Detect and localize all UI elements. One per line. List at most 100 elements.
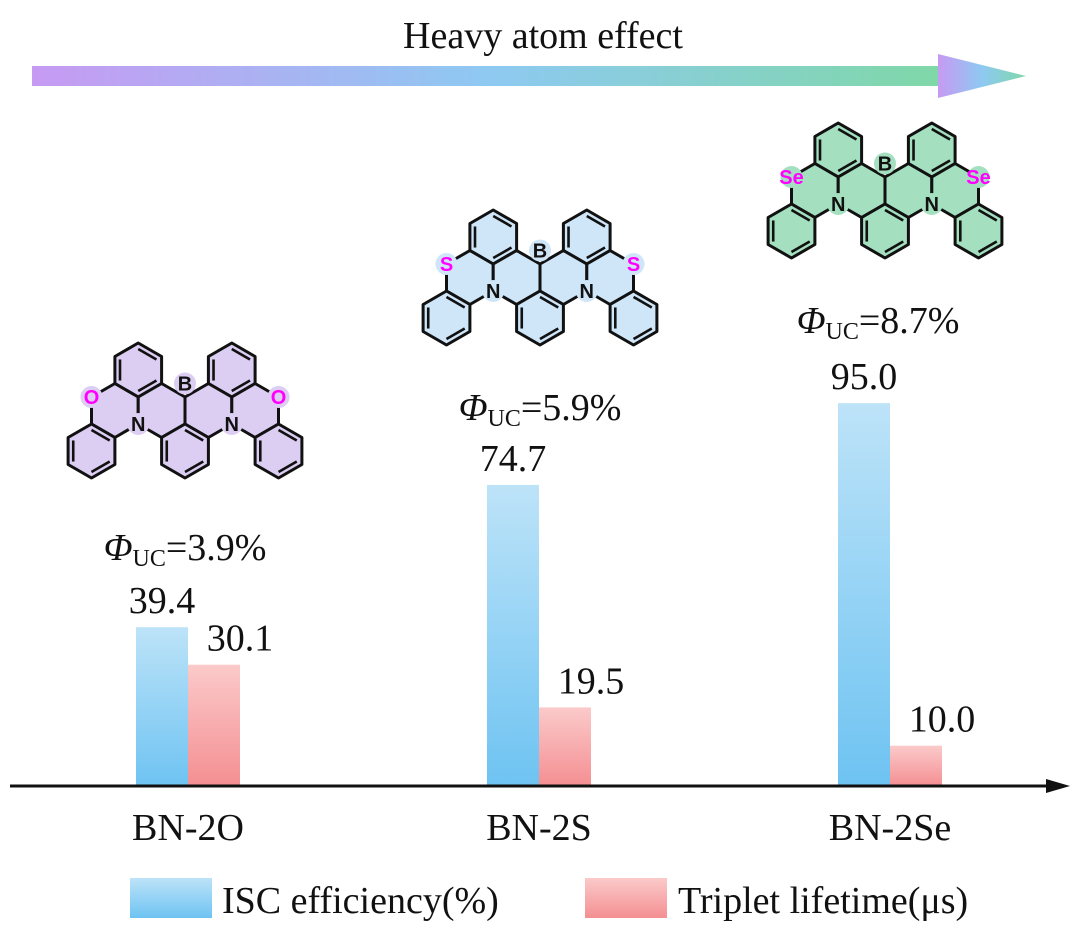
double-bond [90, 428, 111, 442]
ring [608, 289, 659, 347]
legend: ISC efficiency(%) Triplet lifetime(μs) [130, 878, 968, 922]
value-label-isc-bn-2o: 39.4 [129, 580, 196, 622]
ring [160, 422, 210, 480]
double-bond [977, 240, 998, 254]
ring [253, 422, 304, 480]
bar-triplet-bn-2se [890, 745, 942, 786]
double-bond [790, 208, 811, 222]
double-bond [790, 240, 811, 254]
phi-uc-label-bn-2s: ΦUC=5.9% [459, 387, 622, 432]
legend-swatch-triplet [585, 878, 667, 918]
x-tick-label-bn-2se: BN-2Se [829, 807, 951, 849]
x-tick-label-bn-2o: BN-2O [132, 807, 244, 849]
heteroatom-label-left-bg [435, 253, 458, 275]
double-bond [837, 127, 858, 141]
boron-atom-label: B [178, 374, 192, 396]
double-bond [184, 460, 204, 474]
boron-atom-label: B [533, 241, 547, 263]
structures: B N N O O ΦUC=3.9% B N N S S ΦUC=5.9% B N N Se Se ΦUC=8.7… [66, 121, 1004, 572]
ring [421, 289, 472, 347]
double-bond [184, 428, 204, 442]
molecule-bn-2se: B N N Se Se [766, 121, 1004, 260]
bar-triplet-bn-2s [539, 707, 591, 786]
value-label-triplet-bn-2se: 10.0 [909, 699, 976, 741]
x-tick-label-bn-2s: BN-2S [486, 807, 592, 849]
double-bond [632, 295, 653, 309]
bar-isc-bn-2s [487, 484, 539, 786]
double-bond [90, 460, 111, 474]
arrow-shaft [32, 66, 944, 86]
heteroatom-label-right-bg [967, 166, 990, 188]
ring [515, 289, 565, 347]
bars: 39.4 30.1 74.7 19.5 95.0 10.0 [129, 356, 976, 786]
phi-uc-label-bn-2o: ΦUC=3.9% [104, 527, 267, 572]
molecule-bn-2s: B N N S S [421, 208, 659, 347]
double-bond [445, 327, 466, 341]
nitrogen-atom-label-right-bg [220, 413, 243, 435]
x-axis-arrowhead [1046, 779, 1070, 793]
heteroatom-label-right: Se [966, 167, 990, 189]
double-bond [884, 208, 904, 222]
phi-uc-label-bn-2se: ΦUC=8.7% [797, 300, 960, 345]
heteroatom-label-right-bg [267, 386, 290, 408]
boron-atom-label-bg [529, 239, 551, 262]
ring [860, 202, 910, 260]
double-bond [586, 214, 606, 228]
legend-label-isc: ISC efficiency(%) [222, 880, 499, 922]
value-label-isc-bn-2se: 95.0 [831, 356, 898, 398]
double-bond [231, 347, 251, 361]
heteroatom-label-left-bg [80, 386, 103, 408]
heavy-atom-arrow [32, 54, 1026, 98]
nitrogen-atom-label-left: N [131, 414, 145, 436]
double-bond [586, 246, 606, 260]
double-bond [837, 159, 858, 173]
x-axis [10, 779, 1070, 793]
nitrogen-atom-label-left: N [486, 281, 500, 303]
arrow-head [938, 54, 1026, 98]
nitrogen-atom-label-left-bg [827, 193, 850, 215]
double-bond [445, 295, 466, 309]
nitrogen-atom-label-right-bg [920, 193, 943, 215]
double-bond [277, 428, 298, 442]
double-bond [884, 240, 904, 254]
value-label-triplet-bn-2s: 19.5 [558, 660, 625, 702]
heteroatom-label-left: Se [779, 167, 803, 189]
nitrogen-atom-label-left-bg [127, 413, 150, 435]
double-bond [137, 379, 158, 393]
nitrogen-atom-label-left: N [831, 194, 845, 216]
double-bond [539, 295, 559, 309]
bar-isc-bn-2o [136, 627, 188, 786]
ring [953, 202, 1004, 260]
nitrogen-atom-label-right: N [925, 194, 939, 216]
double-bond [277, 460, 298, 474]
nitrogen-atom-label-left-bg [482, 280, 505, 302]
double-bond [931, 127, 951, 141]
ring [66, 422, 117, 480]
bar-triplet-bn-2o [188, 664, 240, 786]
legend-swatch-isc [130, 878, 212, 918]
double-bond [231, 379, 251, 393]
nitrogen-atom-label-right: N [225, 414, 239, 436]
nitrogen-atom-label-right-bg [575, 280, 598, 302]
heteroatom-label-left: S [440, 254, 453, 276]
double-bond [492, 246, 513, 260]
value-label-triplet-bn-2o: 30.1 [207, 618, 274, 660]
double-bond [632, 327, 653, 341]
double-bond [492, 214, 513, 228]
x-tick-labels: BN-2O BN-2S BN-2Se [132, 807, 951, 849]
molecule-bn-2o: B N N O O [66, 341, 304, 480]
heteroatom-label-right: S [627, 254, 640, 276]
bar-isc-bn-2se [838, 403, 890, 786]
heteroatom-label-right: O [271, 387, 287, 409]
heteroatom-label-left-bg [780, 166, 803, 188]
chart-header: Heavy atom effect [403, 15, 683, 57]
heteroatom-label-right-bg [622, 253, 645, 275]
heteroatom-label-left: O [84, 387, 100, 409]
value-label-isc-bn-2s: 74.7 [480, 438, 547, 480]
boron-atom-label-bg [874, 152, 896, 175]
boron-atom-label-bg [174, 372, 196, 395]
double-bond [539, 327, 559, 341]
ring [766, 202, 817, 260]
double-bond [931, 159, 951, 173]
